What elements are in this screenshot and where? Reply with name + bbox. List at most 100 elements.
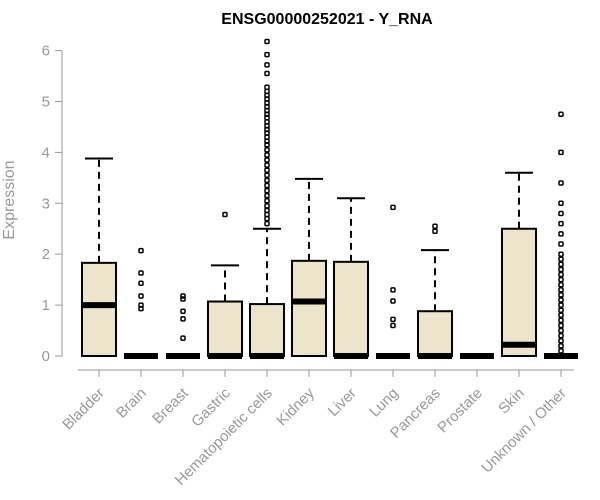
y-tick-label: 2 bbox=[42, 246, 50, 263]
outlier-point bbox=[558, 251, 564, 257]
outlier-point bbox=[264, 84, 270, 90]
x-tick-label: Kidney bbox=[273, 384, 318, 429]
box-breast bbox=[166, 293, 200, 359]
outlier-point bbox=[264, 207, 270, 214]
outlier-point bbox=[264, 147, 270, 153]
x-tick-label: Brain bbox=[113, 385, 150, 422]
outlier-point bbox=[264, 38, 270, 45]
outlier-point bbox=[558, 149, 564, 156]
outlier-point bbox=[180, 293, 186, 299]
y-tick-label: 4 bbox=[42, 144, 50, 161]
outlier-point bbox=[432, 223, 438, 229]
outlier-point bbox=[558, 287, 564, 293]
box-lung bbox=[376, 204, 410, 359]
outlier-point bbox=[390, 322, 396, 329]
outlier-point bbox=[558, 281, 564, 288]
iqr-box bbox=[417, 310, 453, 358]
box-kidney bbox=[291, 177, 327, 357]
outlier-point bbox=[180, 316, 186, 322]
box-liver bbox=[333, 197, 369, 359]
outlier-point bbox=[558, 332, 564, 339]
outlier-point bbox=[264, 203, 270, 209]
outlier-point bbox=[558, 210, 564, 217]
outlier-point bbox=[264, 182, 270, 189]
box-pancreas bbox=[417, 223, 453, 359]
outlier-point bbox=[264, 187, 270, 194]
x-tick-label: Lung bbox=[366, 385, 402, 421]
x-tick-label: Breast bbox=[149, 384, 192, 427]
outlier-point bbox=[558, 322, 564, 329]
box-hematopoietic-cells bbox=[249, 38, 285, 359]
outlier-point bbox=[138, 247, 144, 254]
outlier-point bbox=[558, 337, 564, 344]
outlier-point bbox=[432, 228, 438, 235]
outlier-point bbox=[558, 200, 564, 207]
box-brain bbox=[124, 247, 158, 359]
outlier-point bbox=[390, 316, 396, 323]
outlier-point bbox=[558, 292, 564, 298]
iqr-box bbox=[81, 261, 117, 357]
outlier-point bbox=[264, 152, 270, 158]
outlier-point bbox=[138, 293, 144, 299]
outlier-point bbox=[558, 231, 564, 237]
outlier-point bbox=[264, 220, 270, 227]
y-tick-label: 0 bbox=[42, 348, 50, 365]
outlier-point bbox=[138, 270, 144, 276]
outlier-point bbox=[558, 256, 564, 263]
box-unknown-other bbox=[544, 111, 578, 359]
x-tick-label: Bladder bbox=[59, 385, 108, 434]
outlier-point bbox=[390, 287, 396, 293]
box-bladder bbox=[81, 157, 117, 357]
outlier-point bbox=[558, 266, 564, 273]
outlier-point bbox=[558, 276, 564, 283]
outlier-point bbox=[264, 70, 270, 77]
x-tick-label: Prostate bbox=[434, 385, 486, 437]
outlier-point bbox=[558, 220, 564, 227]
outlier-point bbox=[558, 297, 564, 303]
outlier-point bbox=[558, 111, 564, 117]
outlier-point bbox=[558, 180, 564, 186]
outlier-point bbox=[558, 343, 564, 349]
iqr-box bbox=[501, 227, 537, 357]
x-tick-label: Skin bbox=[495, 385, 528, 418]
iqr-box bbox=[333, 260, 369, 357]
outlier-point bbox=[180, 335, 186, 341]
outlier-point bbox=[558, 302, 564, 308]
outlier-point bbox=[180, 296, 186, 302]
outlier-point bbox=[558, 312, 564, 319]
outlier-point bbox=[264, 162, 270, 168]
outlier-point bbox=[390, 298, 396, 304]
outlier-point bbox=[558, 348, 564, 354]
y-tick-label: 1 bbox=[42, 297, 50, 314]
outlier-point bbox=[180, 308, 186, 314]
outlier-point bbox=[558, 241, 564, 247]
outlier-point bbox=[222, 211, 228, 218]
outlier-point bbox=[264, 157, 270, 163]
outlier-point bbox=[558, 261, 564, 268]
iqr-box bbox=[207, 300, 243, 357]
box-skin bbox=[501, 171, 537, 357]
outlier-point bbox=[558, 317, 564, 324]
outlier-point bbox=[558, 327, 564, 334]
chart-title: ENSG00000252021 - Y_RNA bbox=[221, 11, 433, 28]
outlier-point bbox=[390, 204, 396, 211]
box-gastric bbox=[207, 211, 243, 359]
y-tick-label: 5 bbox=[42, 94, 50, 111]
outlier-point bbox=[138, 280, 144, 286]
y-tick-label: 6 bbox=[42, 43, 50, 60]
outlier-point bbox=[264, 167, 270, 173]
outlier-point bbox=[264, 192, 270, 199]
outlier-point bbox=[264, 177, 270, 184]
outlier-point bbox=[264, 172, 270, 179]
outlier-point bbox=[558, 307, 564, 313]
x-tick-label: Liver bbox=[325, 385, 360, 420]
outlier-point bbox=[558, 271, 564, 278]
boxes bbox=[81, 38, 578, 359]
y-tick-label: 3 bbox=[42, 195, 50, 212]
iqr-box bbox=[249, 303, 285, 357]
outlier-point bbox=[264, 62, 270, 68]
y-axis-label: Expression bbox=[1, 160, 18, 239]
iqr-box bbox=[291, 259, 327, 357]
outlier-point bbox=[264, 198, 270, 204]
